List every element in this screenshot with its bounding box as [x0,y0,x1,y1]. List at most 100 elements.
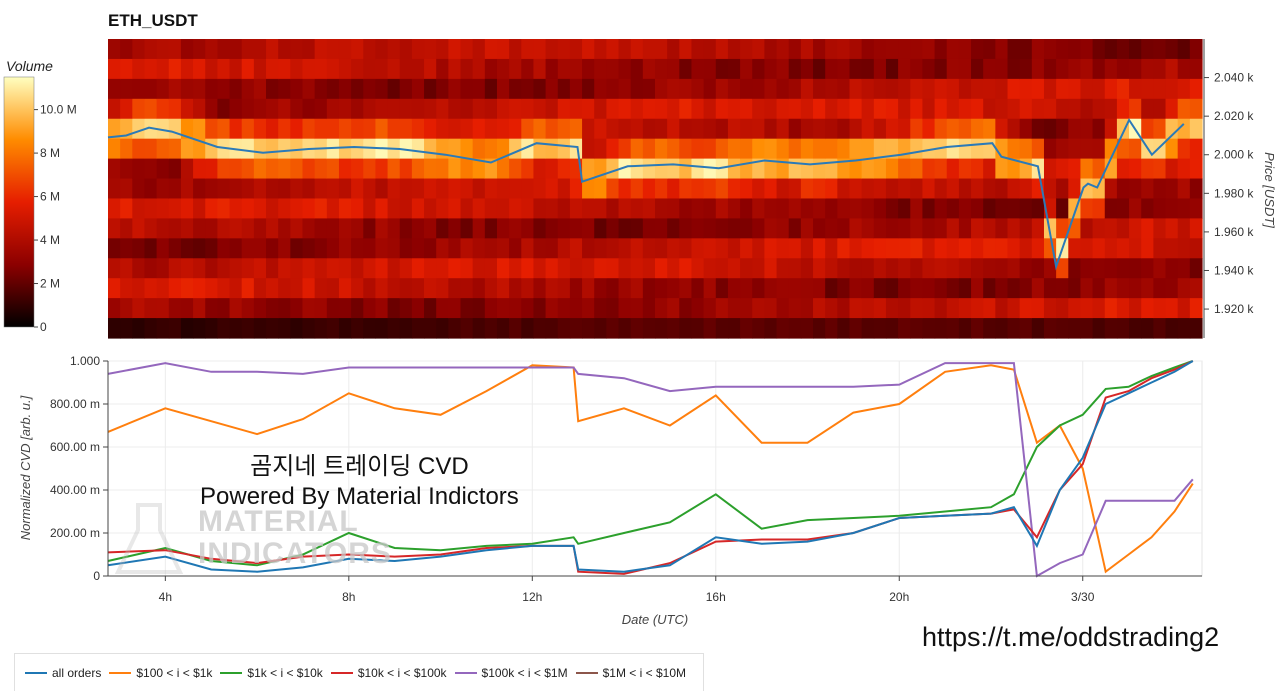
heatmap-cell [1068,118,1082,140]
heatmap-cell [1080,78,1094,100]
heatmap-cell [363,258,377,279]
heatmap-cell [411,258,425,279]
heatmap-cell [399,318,413,339]
heatmap-cell [1141,78,1154,100]
heatmap-cell [217,58,231,80]
heatmap-cell [120,298,133,319]
heatmap-cell [752,178,765,200]
heatmap-cell [642,58,656,80]
heatmap-cell [569,138,583,160]
heatmap-cell [1104,258,1118,279]
heatmap-cell [1031,78,1045,100]
heatmap-cell [557,318,571,339]
heatmap-cell [971,118,984,140]
heatmap-cell [509,138,522,160]
heatmap-cell [1031,39,1045,60]
heatmap-cell [582,318,595,339]
heatmap-cell [1068,278,1082,299]
cvd-x-tick-label: 12h [522,590,542,604]
heatmap-cell [314,78,328,100]
heatmap-cell [910,39,924,60]
heatmap-cell [241,278,255,299]
heatmap-cell [144,278,158,299]
legend-swatch [109,671,132,674]
heatmap-cell [168,298,182,319]
heatmap-cell [813,78,826,100]
legend-item[interactable]: $100 < i < $1k [109,666,212,680]
telegram-url[interactable]: https://t.me/oddstrading2 [922,622,1220,652]
heatmap-cell [983,238,996,259]
heatmap-cell [290,58,304,80]
heatmap-cell [290,98,304,120]
heatmap-cell [1007,318,1021,339]
heatmap-cell [934,298,948,319]
heatmap-cell [569,58,583,80]
heatmap-cell [642,198,656,219]
heatmap-cell [108,39,121,60]
heatmap-cell [910,178,924,200]
heatmap-cell [351,158,364,180]
heatmap-cell [314,278,328,299]
heatmap-cell [326,158,340,180]
heatmap-cell [800,258,814,279]
heatmap-cell [1177,238,1191,259]
heatmap-cell [849,158,863,180]
heatmap-cell [1165,78,1179,100]
heatmap-cell [971,178,984,200]
heatmap-cell [533,218,547,239]
cvd-y-tick-label: 200.00 m [50,526,100,540]
legend-item[interactable]: $1k < i < $10k [220,666,323,680]
heatmap-cell [1129,258,1142,279]
heatmap-cell [983,118,996,140]
heatmap-cell [351,78,364,100]
heatmap-cell [120,278,133,299]
heatmap-cell [995,218,1009,239]
heatmap-cell [752,258,765,279]
heatmap-cell [752,238,765,259]
heatmap-cell [436,58,449,80]
heatmap-cell [740,118,753,140]
heatmap-cell [849,78,863,100]
heatmap-cell [691,178,705,200]
heatmap-cell [885,298,899,319]
heatmap-cell [399,278,413,299]
heatmap-cell [290,278,304,299]
heatmap-cell [776,78,790,100]
heatmap-cell [120,58,133,80]
heatmap-cell [108,198,121,219]
heatmap-cell [1116,158,1130,180]
heatmap-cell [193,298,206,319]
heatmap-cell [983,198,996,219]
heatmap-cell [655,138,668,160]
legend-item[interactable]: $1M < i < $10M [575,666,686,680]
heatmap-cell [338,58,352,80]
heatmap-cell [387,218,401,239]
heatmap-cell [1043,138,1057,160]
heatmap-cell [120,138,133,160]
cvd-x-tick-label: 8h [342,590,355,604]
legend-item[interactable]: $100k < i < $1M [454,666,568,680]
heatmap-cell [484,278,498,299]
heatmap-cell [509,158,522,180]
heatmap-cell [606,318,620,339]
heatmap-cell [642,78,656,100]
heatmap-cell [472,318,486,339]
heatmap-cell [1043,78,1057,100]
heatmap-cell [460,118,474,140]
heatmap-cell [1116,298,1130,319]
heatmap-cell [983,39,996,60]
heatmap-cell [679,278,693,299]
heatmap-cell [1007,258,1021,279]
legend-item[interactable]: all orders [25,666,101,680]
legend-item[interactable]: $10k < i < $100k [330,666,447,680]
heatmap-cell [132,278,146,299]
heatmap-cell [1165,258,1179,279]
heatmap-cell [861,58,875,80]
heatmap-cell [946,218,960,239]
heatmap-cell [180,58,194,80]
heatmap-cell [922,138,936,160]
heatmap-cell [1189,58,1203,80]
heatmap-cell [193,198,206,219]
heatmap-cell [837,118,851,140]
heatmap-cell [691,298,705,319]
